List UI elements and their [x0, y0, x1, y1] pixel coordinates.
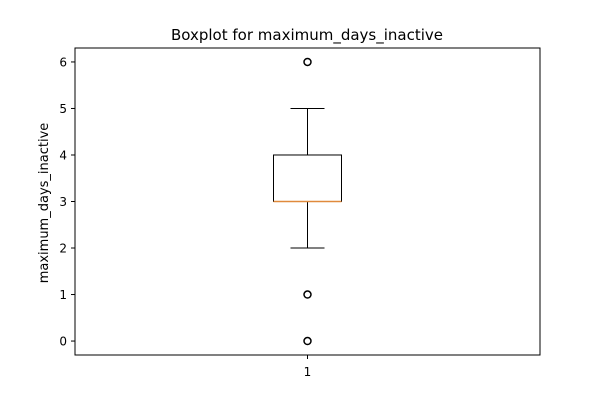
y-tick-label: 3	[59, 195, 67, 209]
outlier-point	[303, 57, 312, 67]
y-axis: 0 1 2 3 4 5 6	[59, 55, 75, 349]
y-tick-label: 1	[59, 288, 67, 302]
outlier-point	[303, 336, 312, 346]
iqr-box	[273, 154, 342, 202]
chart-title: Boxplot for maximum_days_inactive	[171, 26, 443, 45]
y-tick-label: 4	[59, 148, 67, 162]
y-tick-label: 5	[59, 102, 67, 116]
y-tick-label: 0	[59, 335, 67, 349]
y-axis-label: maximum_days_inactive	[37, 123, 52, 284]
box-group	[273, 57, 342, 346]
y-tick-label: 6	[59, 55, 67, 69]
x-tick-label: 1	[304, 365, 312, 379]
outlier-point	[303, 290, 312, 299]
x-axis: 1	[304, 355, 312, 379]
y-tick-label: 2	[59, 242, 67, 256]
